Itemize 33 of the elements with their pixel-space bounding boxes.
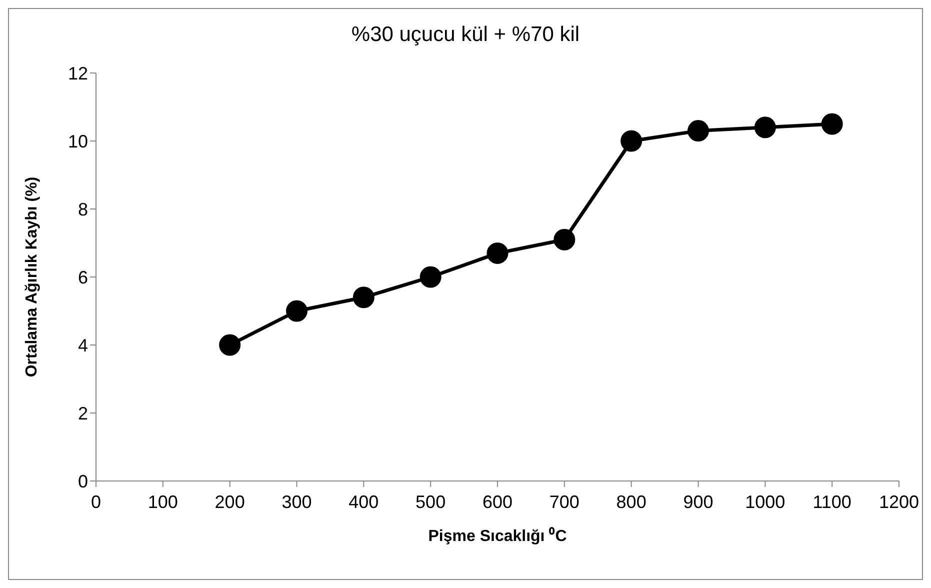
y-tick-label: 2 (78, 403, 88, 424)
x-tick-label: 200 (214, 492, 245, 512)
y-tick-label: 12 (68, 63, 88, 84)
point (620, 130, 642, 152)
x-tick-label: 1000 (745, 492, 786, 512)
point (486, 242, 508, 264)
x-tick-label: 600 (482, 492, 513, 512)
point (352, 286, 374, 308)
y-tick-label: 8 (78, 199, 88, 220)
point (754, 116, 776, 138)
x-tick-label: 400 (348, 492, 379, 512)
x-tick-label: 900 (683, 492, 714, 512)
x-tick-label: 800 (616, 492, 646, 512)
point (219, 334, 241, 356)
x-tick-label: 500 (416, 492, 446, 512)
point (420, 266, 442, 288)
x-tick-label: 0 (90, 492, 102, 512)
x-tick-label: 700 (549, 492, 580, 512)
point (688, 120, 709, 142)
y-tick-label: 0 (78, 471, 88, 492)
chart-title: %30 uçucu kül + %70 kil (350, 23, 581, 47)
x-tick-label: 300 (282, 492, 312, 512)
y-axis-title: Ortalama Ağırlık Kaybı (%) (24, 176, 41, 378)
y-tick-label: 6 (78, 267, 88, 288)
y-tick-label: 4 (78, 335, 88, 356)
point (821, 113, 843, 135)
x-tick-label: 1100 (812, 492, 852, 512)
point (554, 228, 576, 250)
x-tick-label: 1200 (878, 492, 920, 512)
x-tick-label: 100 (148, 492, 178, 512)
y-tick-label: 10 (68, 131, 88, 152)
x-axis-title: Pişme Sıcaklığı ⁰C (428, 527, 568, 545)
point (286, 300, 308, 322)
